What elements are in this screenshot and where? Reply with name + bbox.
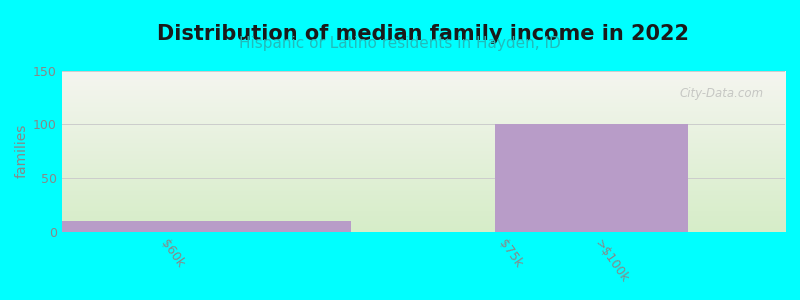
Bar — [0, 221, 350, 232]
Text: Hispanic or Latino residents in Hayden, ID: Hispanic or Latino residents in Hayden, … — [239, 36, 561, 51]
Title: Distribution of median family income in 2022: Distribution of median family income in … — [158, 24, 690, 44]
Y-axis label: families: families — [15, 124, 29, 178]
Bar — [495, 124, 688, 232]
Text: City-Data.com: City-Data.com — [679, 87, 763, 100]
